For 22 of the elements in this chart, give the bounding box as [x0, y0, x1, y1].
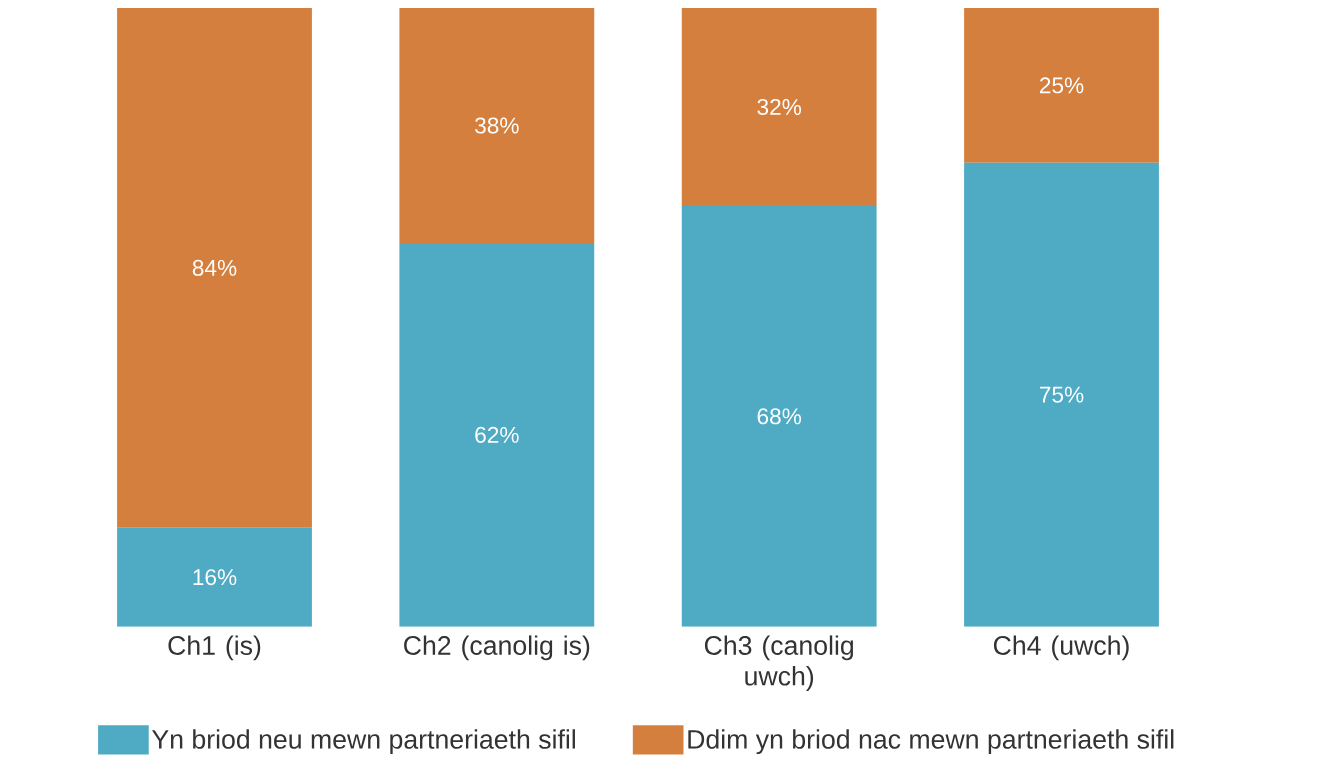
x-tick-label: Ch4 (uwch): [993, 635, 1129, 661]
x-tick-label: Ch3 (canolig uwch): [704, 635, 854, 691]
bar: [964, 162, 1159, 627]
data-label: 16%: [193, 569, 237, 586]
bar: [964, 7, 1159, 163]
data-label: 38%: [475, 117, 519, 134]
x-tick-label: Ch2 (canolig is): [404, 635, 590, 661]
legend-label: Ddim yn briod nac mewn partneriaeth sifil: [688, 729, 1174, 755]
data-label: 68%: [757, 408, 802, 425]
data-label: 62%: [475, 426, 519, 443]
bar: [681, 205, 877, 627]
data-label: 84%: [192, 259, 237, 276]
x-tick-label: Ch1 (is): [168, 635, 261, 661]
data-label: 75%: [1040, 386, 1084, 403]
data-label: 25%: [1039, 77, 1084, 94]
bar: [681, 7, 877, 206]
bar: [399, 7, 595, 244]
bar: [399, 243, 595, 627]
bar: [117, 527, 312, 627]
bar: [117, 7, 312, 528]
legend-label: Yn briod neu mewn partneriaeth sifil: [151, 729, 575, 755]
data-label: 32%: [757, 98, 802, 116]
